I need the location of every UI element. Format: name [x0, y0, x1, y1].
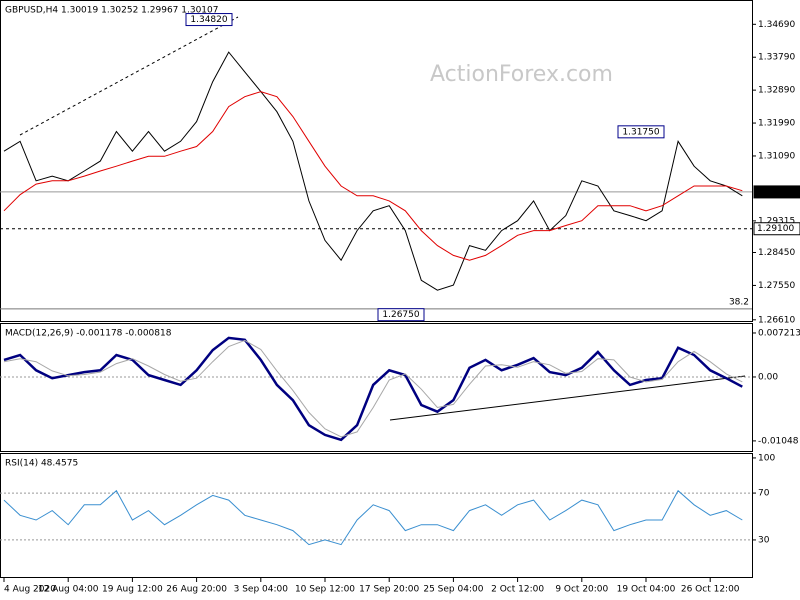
- x-tick-label: 9 Oct 20:00: [555, 585, 608, 595]
- watermark: ActionForex.com: [430, 62, 613, 87]
- x-tick-label: 25 Sep 04:00: [423, 585, 483, 595]
- series-line: [3, 336, 743, 442]
- y-tick-label: 0.00: [758, 372, 778, 382]
- series-line: [3, 91, 743, 261]
- panel-title: MACD(12,26,9) -0.001178 -0.000818: [5, 329, 172, 339]
- x-tick-label: 10 Sep 12:00: [295, 585, 355, 595]
- annotation-label: 1.34820: [190, 15, 227, 25]
- annotation-label: 1.31750: [622, 127, 659, 137]
- series-line: [3, 339, 743, 438]
- series-line: [3, 51, 743, 291]
- x-tick-label: 26 Oct 12:00: [681, 585, 740, 595]
- fib-label: 38.2: [729, 297, 749, 307]
- y-tick-label: 30: [758, 535, 770, 545]
- panel-title: RSI(14) 48.4575: [5, 459, 78, 469]
- annotation-box: [185, 13, 233, 27]
- x-tick-label: 2 Oct 12:00: [491, 585, 544, 595]
- x-tick-label: 19 Oct 04:00: [617, 585, 676, 595]
- x-tick-label: 17 Sep 20:00: [359, 585, 419, 595]
- y-tick-label: 1.31090: [758, 151, 795, 161]
- trend-line: [19, 16, 239, 136]
- y-tick-label: 1.34690: [758, 20, 795, 30]
- y-tick-label: 1.32890: [758, 86, 795, 96]
- x-tick-label: 26 Aug 20:00: [166, 585, 227, 595]
- x-tick-label: 4 Aug 2020: [4, 585, 56, 595]
- price-label: 1.30107: [757, 187, 794, 197]
- annotation-label: 1.26750: [382, 310, 419, 320]
- panel-border: [0, 453, 753, 578]
- y-tick-label: 1.29315: [758, 216, 795, 226]
- panel-title: GBPUSD,H4 1.30019 1.30252 1.29967 1.3010…: [5, 6, 218, 16]
- x-tick-label: 12 Aug 04:00: [38, 585, 99, 595]
- y-tick-label: 100: [758, 453, 775, 463]
- panel-border: [0, 0, 753, 322]
- x-tick-label: 3 Sep 04:00: [234, 585, 289, 595]
- y-tick-label: 70: [758, 489, 770, 499]
- y-tick-label: 1.33790: [758, 53, 795, 63]
- y-tick-label: 1.27550: [758, 281, 795, 291]
- panel-border: [0, 323, 753, 452]
- annotation-box: [377, 308, 425, 322]
- y-tick-label: 1.26610: [758, 315, 795, 325]
- x-tick-label: 19 Aug 12:00: [102, 585, 163, 595]
- price-box: [753, 185, 800, 199]
- annotation-box: [617, 125, 665, 139]
- y-tick-label: 1.31990: [758, 119, 795, 129]
- price-label: 1.29100: [757, 224, 794, 234]
- trend-line: [389, 375, 746, 421]
- y-tick-label: -0.01048: [758, 436, 799, 446]
- y-tick-label: 0.007213: [758, 328, 800, 338]
- y-tick-label: 1.28450: [758, 248, 795, 258]
- series-line: [3, 489, 743, 546]
- price-box: [753, 222, 800, 236]
